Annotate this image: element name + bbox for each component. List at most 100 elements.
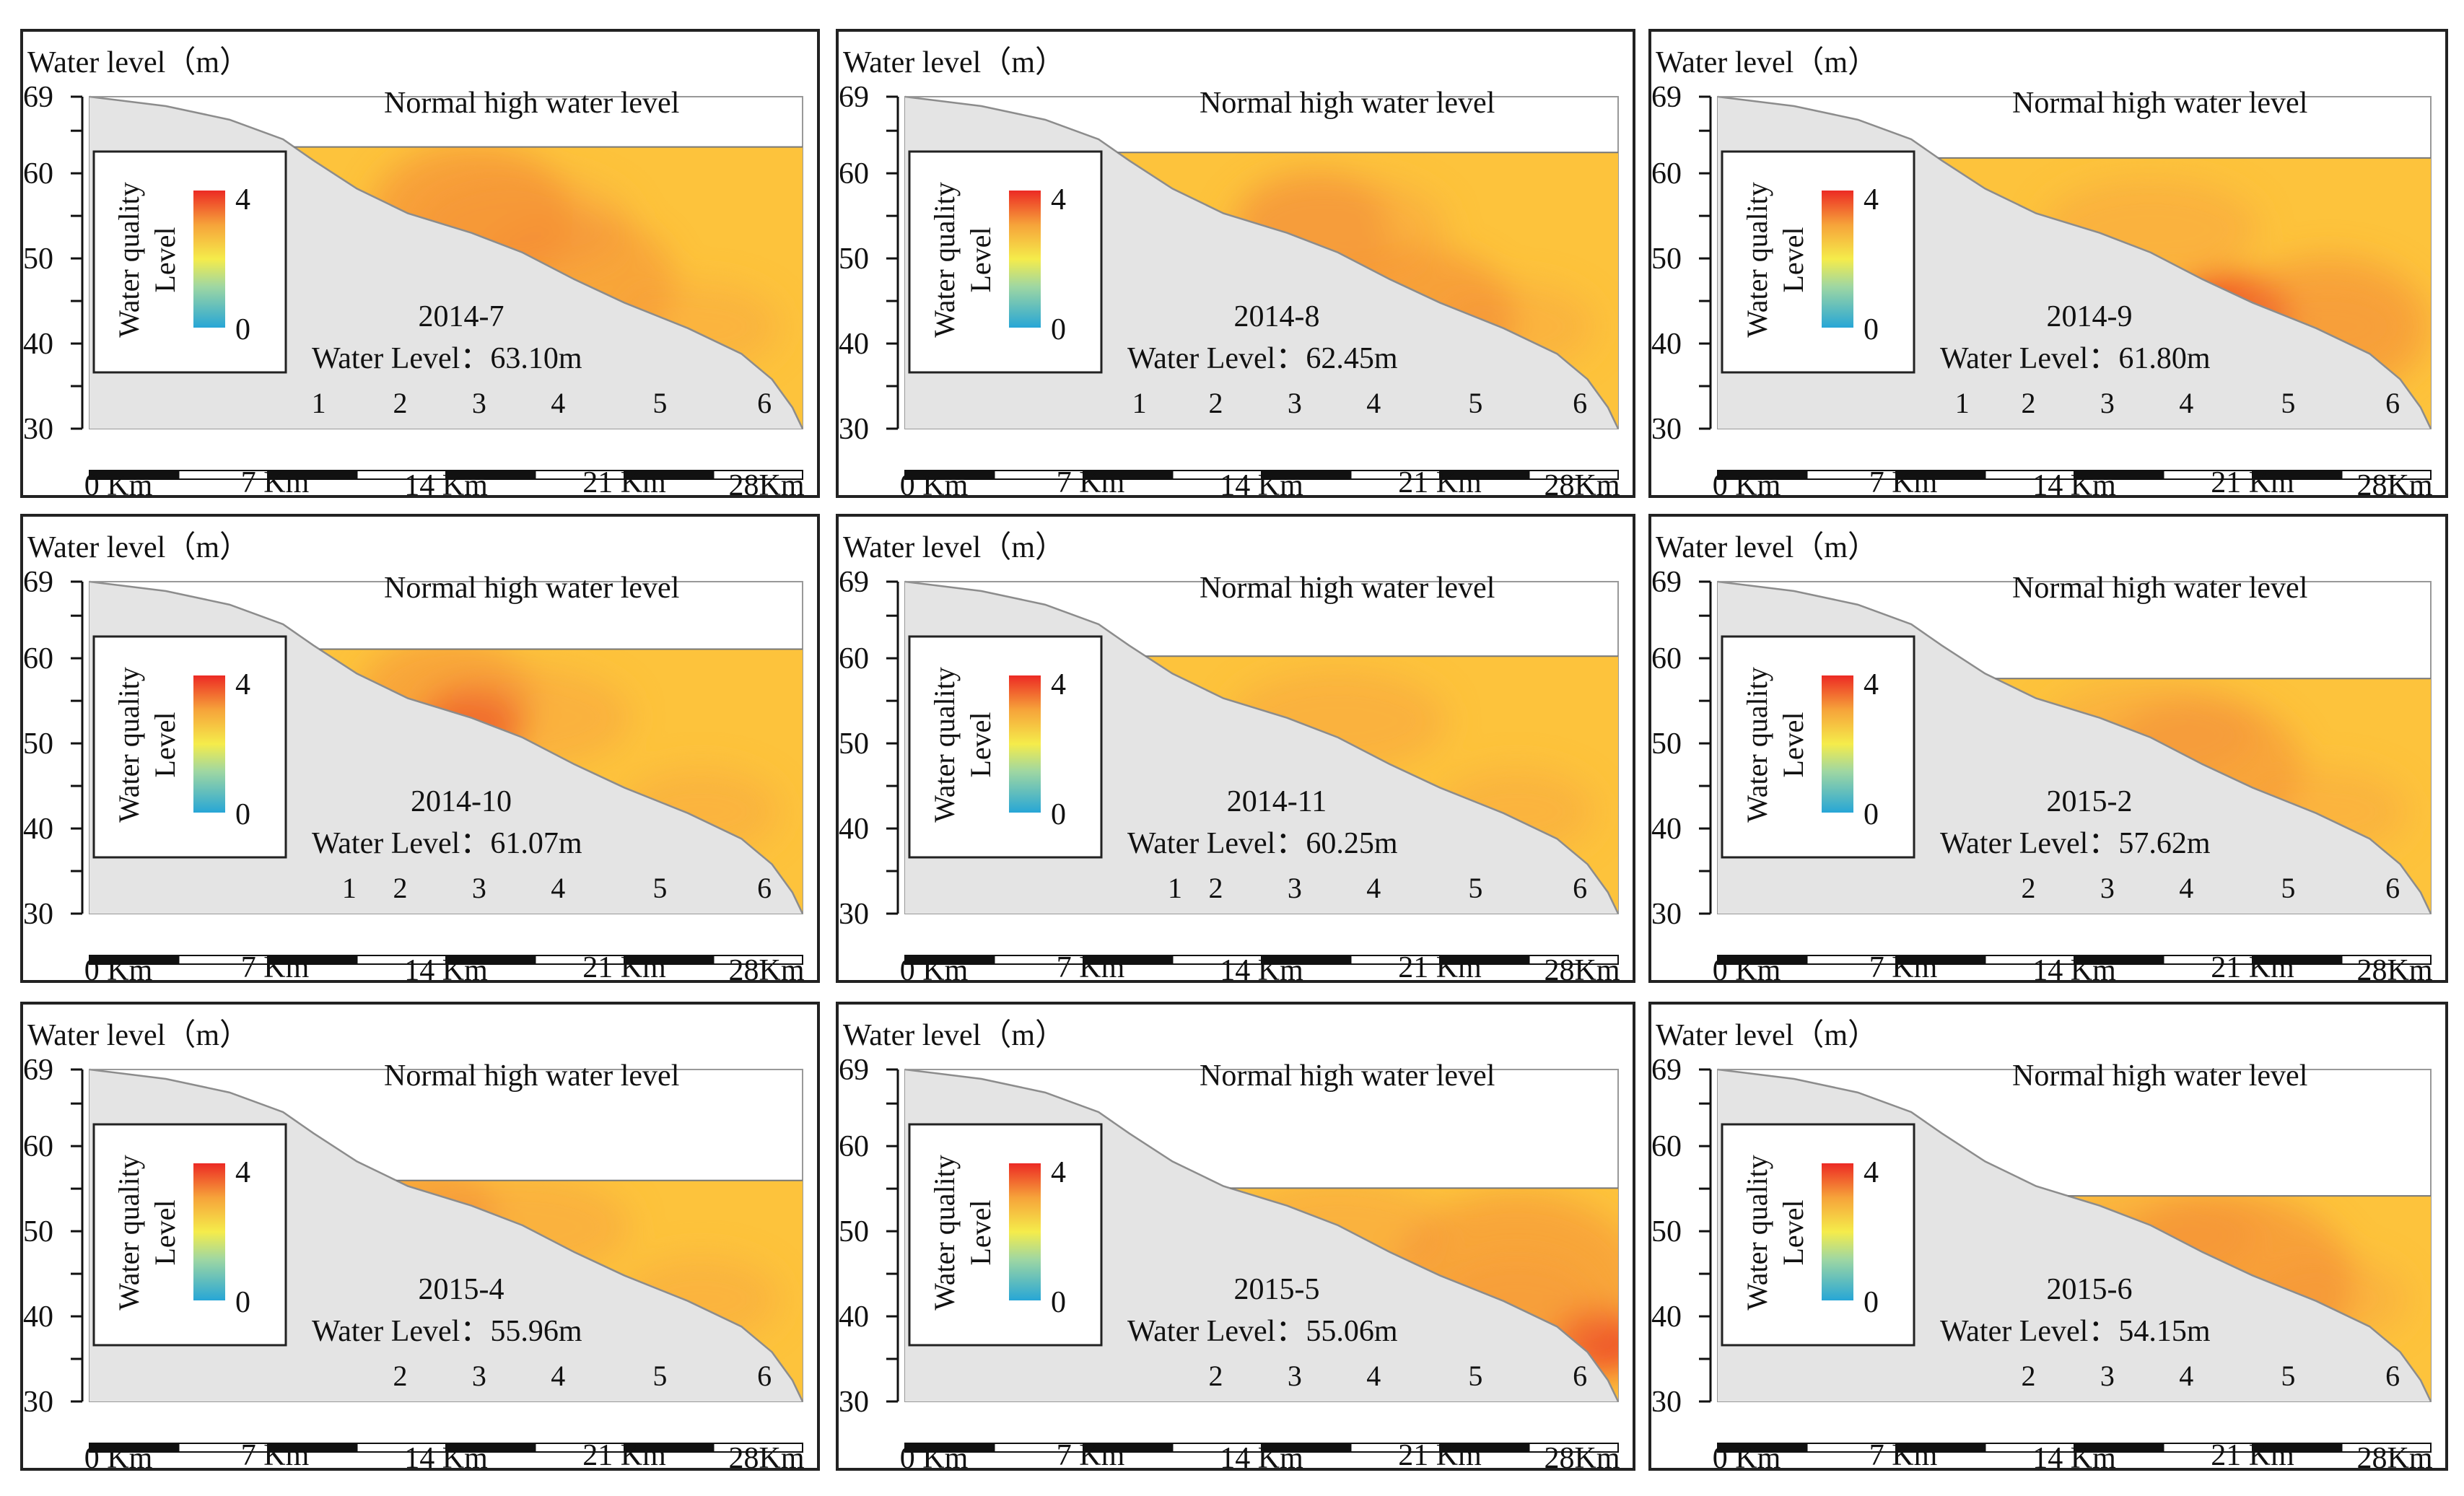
legend-title-line1: Water quality [928, 667, 961, 823]
y-tick-label: 30 [839, 1386, 869, 1419]
water-level-label: Water Level：60.25m [1127, 827, 1398, 860]
y-tick-label: 60 [1651, 1130, 1682, 1163]
scale-bar-segment [2341, 1443, 2432, 1453]
water-body [1117, 152, 1618, 429]
station-number: 4 [1366, 387, 1381, 419]
station-number: 3 [472, 1360, 486, 1392]
x-tick-label: 0 Km [84, 469, 153, 495]
x-tick-label: 0 Km [1713, 954, 1781, 980]
y-tick-label: 50 [23, 727, 53, 761]
water-body [1938, 157, 2431, 429]
y-tick-label: 30 [839, 413, 869, 446]
y-axis-label: Water level（m） [27, 46, 250, 79]
riverbed-line [1717, 580, 2432, 914]
y-tick-label: 30 [839, 898, 869, 931]
y-tick-label: 69 [1651, 1054, 1682, 1087]
normal-high-water-label: Normal high water level [384, 87, 679, 120]
panel-date-label: 2014-8 [1234, 300, 1320, 333]
y-tick-label: 50 [1651, 1215, 1682, 1248]
station-number: 6 [2385, 387, 2400, 419]
panel-date-label: 2015-5 [1234, 1273, 1320, 1306]
station-number: 3 [472, 872, 486, 904]
y-tick-label: 69 [1651, 566, 1682, 599]
x-tick-label: 21 Km [1398, 466, 1482, 495]
legend-title-line1: Water quality [113, 182, 145, 338]
y-tick-label: 40 [1651, 1300, 1682, 1334]
legend-box [908, 150, 1103, 374]
legend: 4 0 Water quality Level [92, 1123, 287, 1347]
station-number: 5 [652, 1360, 667, 1392]
x-tick-label: 14 Km [404, 954, 488, 980]
x-tick-label: 28Km [729, 954, 805, 980]
water-level-value: 63.10m [490, 342, 582, 375]
station-number: 4 [2179, 387, 2193, 419]
legend-min-label: 0 [235, 313, 250, 346]
x-tick-label: 14 Km [2032, 469, 2116, 495]
y-tick-label: 50 [23, 242, 53, 276]
y-tick-label: 40 [839, 328, 869, 361]
legend-title-line1: Water quality [1741, 667, 1773, 823]
x-tick-label: 28Km [2357, 469, 2433, 495]
x-tick-label: 21 Km [2211, 1439, 2294, 1468]
legend-title-line1: Water quality [1741, 1155, 1773, 1311]
station-number: 4 [551, 1360, 565, 1392]
y-tick-label: 40 [1651, 813, 1682, 846]
legend-min-label: 0 [1051, 313, 1066, 346]
y-axis-label: Water level（m） [27, 1019, 250, 1052]
y-tick-label: 30 [23, 898, 53, 931]
scale-bar-segment [2341, 955, 2432, 965]
scale-bar-segment [1528, 1443, 1619, 1453]
legend-min-label: 0 [235, 1286, 250, 1319]
legend-title-line2: Level [1777, 227, 1809, 292]
x-tick-label: 7 Km [1057, 951, 1125, 980]
riverbed-line [1717, 95, 2432, 429]
station-number: 1 [342, 872, 357, 904]
x-tick-label: 14 Km [404, 469, 488, 495]
y-tick-label: 60 [839, 1130, 869, 1163]
station-number: 6 [757, 1360, 772, 1392]
y-tick-label: 50 [839, 727, 869, 761]
water-level-label: Water Level：57.62m [1940, 827, 2211, 860]
legend: 4 0 Water quality Level [1721, 150, 1915, 374]
y-axis-label: Water level（m） [843, 531, 1065, 564]
y-tick-label: 40 [839, 813, 869, 846]
station-number: 1 [312, 387, 326, 419]
normal-high-water-label: Normal high water level [1200, 87, 1495, 120]
station-number: 6 [757, 387, 772, 419]
water-level-label: Water Level：61.07m [312, 827, 582, 860]
y-tick-label: 60 [23, 642, 53, 675]
station-number: 2 [1208, 387, 1223, 419]
station-number: 3 [2100, 1360, 2115, 1392]
x-tick-label: 0 Km [1713, 1442, 1781, 1468]
station-number: 5 [1468, 387, 1482, 419]
x-tick-label: 28Km [729, 1442, 805, 1468]
legend-title-line2: Level [149, 712, 181, 777]
x-tick-label: 28Km [1545, 1442, 1620, 1468]
legend-title-line1: Water quality [928, 182, 961, 338]
station-number: 3 [472, 387, 486, 419]
normal-high-water-label: Normal high water level [2012, 1059, 2307, 1093]
legend-min-label: 0 [1051, 1286, 1066, 1319]
x-tick-label: 21 Km [2211, 951, 2294, 980]
legend-color-bar [1009, 675, 1041, 813]
y-axis-label: Water level（m） [1656, 46, 1878, 79]
legend-title-line2: Level [149, 1199, 181, 1265]
y-tick-label: 30 [1651, 898, 1682, 931]
station-number: 2 [393, 872, 407, 904]
legend-title-line1: Water quality [928, 1155, 961, 1311]
riverbed-line [89, 580, 804, 914]
station-number: 3 [1288, 387, 1302, 419]
x-tick-label: 7 Km [1869, 1439, 1938, 1468]
x-tick-label: 21 Km [582, 1439, 666, 1468]
water-level-prefix: Water Level： [1127, 827, 1306, 860]
x-tick-label: 14 Km [2032, 1442, 2116, 1468]
water-level-value: 55.06m [1306, 1315, 1398, 1348]
chart-panel-2015-6: Normal high water level 69 60 50 40 30 Water l… [1648, 1002, 2448, 1471]
x-tick-label: 7 Km [1057, 1439, 1125, 1468]
water-body [1145, 656, 1618, 914]
x-tick-label: 0 Km [900, 469, 969, 495]
legend-color-bar [193, 1163, 225, 1300]
y-tick-label: 50 [1651, 727, 1682, 761]
